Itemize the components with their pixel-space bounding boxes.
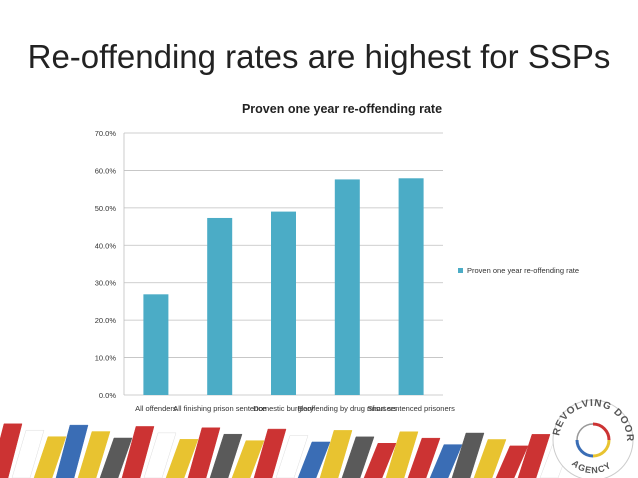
y-tick-label: 0.0% <box>99 391 116 400</box>
x-tick-label: All offenders <box>135 404 177 413</box>
ribbon-stripe <box>407 437 441 478</box>
slide-title: Re-offending rates are highest for SSPs <box>27 38 611 75</box>
ribbon-stripe <box>297 441 331 478</box>
y-tick-label: 70.0% <box>95 129 117 138</box>
ribbon-stripe <box>0 423 23 478</box>
ribbon-stripe <box>11 429 45 478</box>
ribbon-stripe <box>33 436 67 478</box>
bar <box>207 217 233 395</box>
legend-swatch <box>458 268 463 273</box>
y-tick-label: 50.0% <box>95 204 117 213</box>
ribbon-stripe <box>231 440 265 478</box>
revolving-doors-logo: REVOLVING DOORS AGENCY <box>541 392 634 478</box>
y-tick-label: 10.0% <box>95 354 117 363</box>
ribbon-stripe <box>473 439 507 478</box>
y-tick-label: 40.0% <box>95 241 117 250</box>
ribbon-stripe <box>253 428 287 478</box>
chart-legend: Proven one year re-offending rate <box>458 266 579 275</box>
chart-title: Proven one year re-offending rate <box>242 102 442 116</box>
ribbon-stripe <box>77 431 111 478</box>
ribbon-stripe <box>143 432 177 478</box>
ribbon-stripe <box>99 437 133 478</box>
ribbon-stripe <box>385 431 419 478</box>
ribbon-stripe <box>495 445 529 478</box>
y-tick-label: 20.0% <box>95 316 117 325</box>
bar <box>271 211 296 395</box>
bar <box>398 178 424 395</box>
ribbon-stripe <box>319 430 353 478</box>
ribbon-stripe <box>165 439 199 478</box>
ribbon-stripe <box>341 436 375 478</box>
ribbon-stripe <box>363 443 397 478</box>
x-tick-label: Reoffending by drug misusers <box>298 404 398 413</box>
x-tick-label: All finishing prison sentence <box>173 404 266 413</box>
x-tick-label: Domestic burglary <box>253 404 314 413</box>
ribbon-stripe <box>275 435 309 478</box>
ribbon-stripe <box>517 434 551 478</box>
y-tick-label: 60.0% <box>95 166 117 175</box>
x-tick-label: Short sentenced prisoners <box>367 404 455 413</box>
y-tick-label: 30.0% <box>95 279 117 288</box>
ribbon-stripe <box>121 426 155 478</box>
legend-label: Proven one year re-offending rate <box>467 266 580 275</box>
ribbon-stripe <box>429 444 463 478</box>
ribbon-stripe <box>209 433 243 478</box>
bar <box>143 294 169 395</box>
ribbon-stripe <box>55 424 89 478</box>
bar <box>334 179 360 395</box>
ribbon-stripe <box>187 427 221 478</box>
ribbon-stripe <box>451 432 485 478</box>
